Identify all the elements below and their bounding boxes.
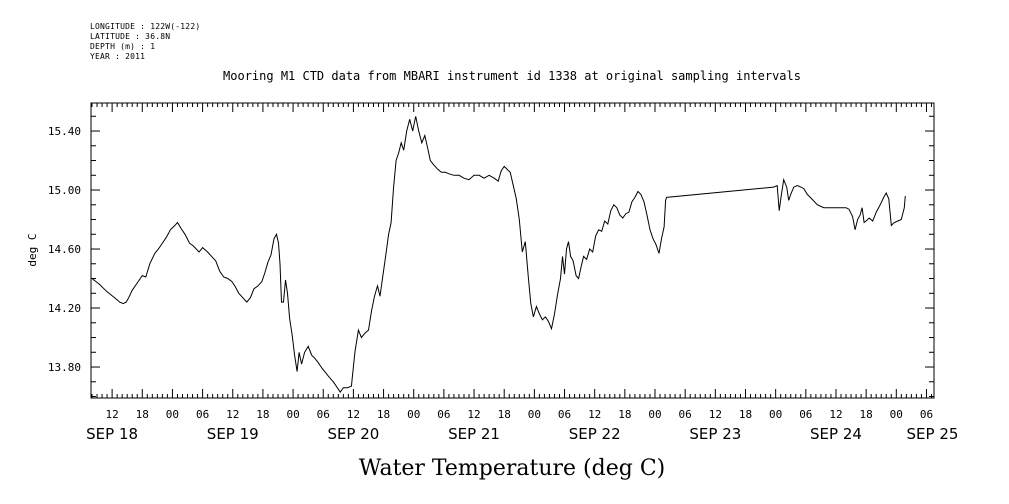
x-tick-label: 12 [347,408,360,421]
longitude-text: LONGITUDE : 122W(-122) [90,22,201,31]
y-tick-label: 13.80 [48,361,81,374]
x-tick-label: 00 [286,408,299,421]
x-tick-label: 12 [709,408,722,421]
x-tick-label: 06 [437,408,450,421]
x-day-label: SEP 18 [86,425,138,443]
x-axis: 12 18 00 06 12 18 00 06 12 18 00 06 12 18 00 06 12 18 00 06… [86,103,958,443]
y-axis: 13.80 14.20 14.60 15.00 15.40 [48,115,934,398]
x-tick-label: 06 [317,408,330,421]
mooring-metadata: LONGITUDE : 122W(-122) LATITUDE : 36.8N … [90,22,200,62]
x-tick-label: 00 [648,408,661,421]
y-tick-label: 14.20 [48,302,81,315]
x-tick-label: 06 [558,408,571,421]
x-tick-label: 18 [256,408,269,421]
x-tick-label: 12 [467,408,480,421]
year-text: YEAR : 2011 [90,52,146,61]
x-tick-label: 18 [377,408,390,421]
x-tick-label: 06 [196,408,209,421]
x-tick-label: 00 [890,408,903,421]
x-day-label: SEP 19 [207,425,259,443]
x-day-label: SEP 25 [907,425,959,443]
x-tick-label: 06 [679,408,692,421]
x-day-label: SEP 21 [448,425,500,443]
x-tick-label: 00 [769,408,782,421]
y-tick-label: 15.00 [48,184,81,197]
depth-text: DEPTH (m) : 1 [90,42,156,51]
x-day-label: SEP 22 [569,425,621,443]
x-tick-label: 18 [498,408,511,421]
x-day-label: SEP 24 [810,425,862,443]
temperature-series-line [91,116,906,393]
x-tick-label: 12 [829,408,842,421]
x-tick-label: 12 [226,408,239,421]
x-tick-label: 06 [920,408,933,421]
x-tick-label: 06 [799,408,812,421]
x-tick-label: 00 [407,408,420,421]
y-tick-label: 15.40 [48,125,81,138]
x-day-label: SEP 20 [327,425,379,443]
x-axis-label: Water Temperature (deg C) [359,456,666,481]
plot-frame [90,102,935,399]
latitude-text: LATITUDE : 36.8N [90,32,171,41]
x-tick-label: 12 [105,408,118,421]
x-day-label: SEP 23 [689,425,741,443]
chart-title: Mooring M1 CTD data from MBARI instrumen… [223,69,801,83]
x-tick-label: 18 [739,408,752,421]
x-tick-label: 00 [166,408,179,421]
y-axis-label: deg C [26,233,39,266]
x-tick-label: 18 [618,408,631,421]
x-tick-label: 12 [588,408,601,421]
y-tick-label: 14.60 [48,243,81,256]
x-tick-label: 00 [528,408,541,421]
x-tick-label: 18 [136,408,149,421]
x-tick-label: 18 [860,408,873,421]
